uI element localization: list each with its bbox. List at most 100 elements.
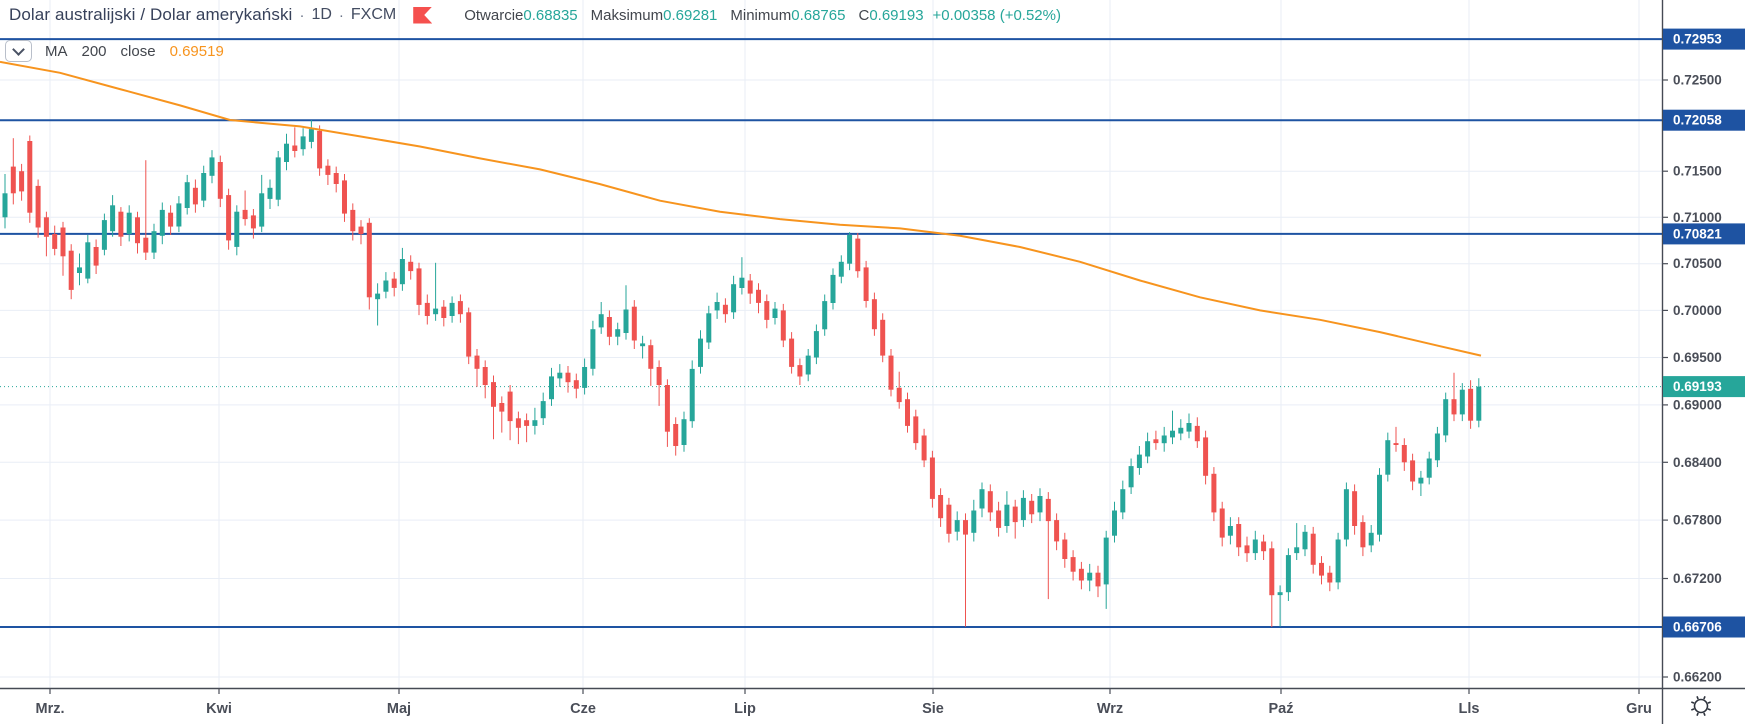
candle-body bbox=[499, 403, 505, 412]
candle-body bbox=[192, 187, 198, 205]
price-axis-label[interactable]: 0.67200 bbox=[1673, 571, 1722, 586]
month-label[interactable]: Gru bbox=[1626, 701, 1652, 717]
month-label[interactable]: Maj bbox=[387, 701, 411, 717]
candle-body bbox=[449, 302, 455, 316]
candle-body bbox=[424, 302, 430, 316]
price-badge-label: 0.66706 bbox=[1673, 620, 1722, 635]
candle-body bbox=[1078, 568, 1084, 581]
indicator-dropdown-button[interactable] bbox=[5, 40, 32, 62]
candle-body bbox=[896, 387, 902, 403]
indicator-value: 0.69519 bbox=[169, 42, 224, 60]
candle-body bbox=[457, 301, 463, 315]
candle-body bbox=[1294, 547, 1300, 554]
candle-body bbox=[168, 212, 174, 227]
price-badge bbox=[1663, 28, 1745, 50]
candle-body bbox=[1385, 440, 1391, 475]
price-axis-label[interactable]: 0.71000 bbox=[1673, 210, 1722, 225]
candle-body bbox=[1393, 443, 1399, 445]
candle-body bbox=[979, 489, 985, 509]
candle-body bbox=[880, 319, 886, 356]
price-axis-label[interactable]: 0.70000 bbox=[1673, 303, 1722, 318]
candle-body bbox=[101, 220, 107, 250]
candle-body bbox=[267, 187, 273, 199]
candle-body bbox=[1443, 399, 1449, 436]
candle-body bbox=[1219, 508, 1225, 538]
candle-body bbox=[1236, 524, 1242, 548]
candle-body bbox=[1112, 510, 1117, 536]
price-axis-label[interactable]: 0.70500 bbox=[1673, 256, 1722, 271]
gear-icon[interactable] bbox=[1691, 696, 1711, 716]
candle-body bbox=[987, 491, 993, 513]
candle-body bbox=[474, 355, 480, 369]
candle-body bbox=[830, 274, 836, 303]
candle-body bbox=[1128, 466, 1134, 488]
price-badge-label: 0.69193 bbox=[1673, 379, 1722, 394]
candle-body bbox=[1070, 557, 1076, 572]
price-axis-label[interactable]: 0.71500 bbox=[1673, 164, 1722, 179]
candle-body bbox=[93, 247, 99, 266]
candle-body bbox=[1170, 430, 1175, 438]
ma-200-line[interactable] bbox=[0, 60, 1482, 357]
month-label[interactable]: Cze bbox=[570, 701, 596, 717]
price-axis-label[interactable]: 0.69500 bbox=[1673, 350, 1722, 365]
month-label[interactable]: Lip bbox=[734, 701, 756, 717]
candle-body bbox=[1186, 423, 1192, 432]
candle-body bbox=[507, 391, 513, 422]
month-label[interactable]: Paź bbox=[1269, 701, 1294, 717]
candle-body bbox=[963, 520, 968, 535]
month-label[interactable]: Wrz bbox=[1097, 701, 1123, 717]
candle-body bbox=[689, 368, 695, 422]
candle-body bbox=[375, 293, 381, 300]
month-label[interactable]: Mrz. bbox=[36, 701, 65, 717]
candle-body bbox=[118, 211, 124, 237]
candle-body bbox=[1178, 427, 1184, 434]
candle-body bbox=[590, 329, 596, 369]
candle-body bbox=[2, 193, 8, 218]
candle-body bbox=[1054, 520, 1060, 542]
month-label[interactable]: Sie bbox=[922, 701, 944, 717]
price-axis-label[interactable]: 0.66200 bbox=[1673, 670, 1722, 685]
candle-body bbox=[1269, 548, 1275, 596]
candle-body bbox=[813, 331, 819, 358]
candle-body bbox=[1194, 425, 1200, 442]
ohlc-values: Otwarcie 0.68835 Maksimum 0.69281 Minimum 0.6… bbox=[451, 7, 1061, 24]
month-label[interactable]: Kwi bbox=[206, 701, 232, 717]
candle-body bbox=[358, 226, 364, 234]
candle-body bbox=[1211, 473, 1217, 513]
month-label[interactable]: Lls bbox=[1459, 701, 1480, 717]
candle-body bbox=[135, 217, 140, 244]
price-badge-label: 0.72953 bbox=[1673, 32, 1722, 47]
price-badge-label: 0.72058 bbox=[1673, 113, 1722, 128]
candle-body bbox=[673, 424, 679, 446]
price-axis-label[interactable]: 0.69000 bbox=[1673, 397, 1722, 412]
candle-body bbox=[1045, 498, 1051, 522]
candle-body bbox=[416, 268, 422, 305]
candle-body bbox=[1004, 504, 1010, 526]
price-badge bbox=[1663, 376, 1745, 398]
candle-body bbox=[888, 355, 894, 390]
broker-flag-icon bbox=[413, 6, 433, 24]
ma-indicator-legend[interactable]: MA 200 close 0.69519 bbox=[5, 40, 224, 62]
interval-label[interactable]: 1D bbox=[311, 6, 332, 23]
indicator-length: 200 bbox=[81, 42, 107, 60]
time-axis-panel[interactable] bbox=[0, 688, 1745, 724]
ohlc-value: 0.68765 bbox=[791, 6, 846, 24]
candle-body bbox=[226, 195, 232, 241]
separator-dot: · bbox=[338, 6, 344, 24]
exchange-label[interactable]: FXCM bbox=[350, 6, 397, 23]
symbol-title[interactable]: Dolar australijski / Dolar amerykański bbox=[9, 5, 293, 24]
candle-body bbox=[648, 345, 654, 369]
candle-body bbox=[242, 209, 248, 220]
price-axis-label[interactable]: 0.72500 bbox=[1673, 73, 1722, 88]
price-axis-label[interactable]: 0.67800 bbox=[1673, 513, 1722, 528]
candle-body bbox=[10, 166, 16, 194]
candle-body bbox=[722, 304, 728, 315]
price-axis-label[interactable]: 0.68400 bbox=[1673, 455, 1722, 470]
candle-body bbox=[234, 211, 240, 247]
candle-body bbox=[77, 267, 82, 273]
candle-body bbox=[557, 372, 563, 379]
candle-body bbox=[1476, 386, 1482, 421]
candle-body bbox=[780, 310, 786, 341]
